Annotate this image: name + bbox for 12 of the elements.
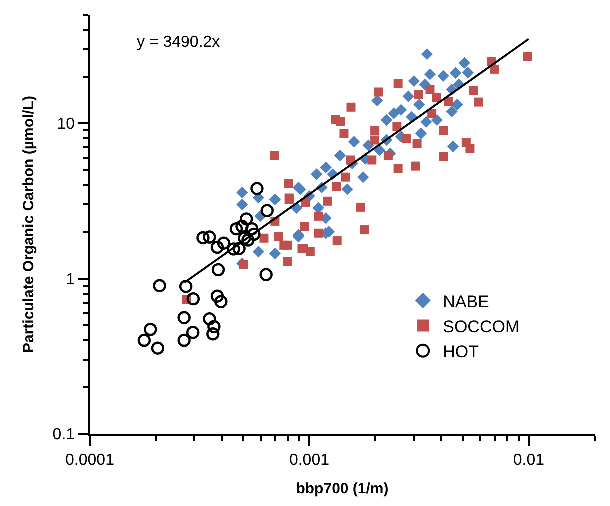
legend-label: SOCCOM: [443, 317, 520, 336]
annotation: y = 3490.2x: [137, 34, 220, 51]
x-axis-title: bbp700 (1/m): [296, 480, 389, 498]
y-axis-title: Particulate Organic Carbon (µmol/L): [20, 96, 38, 354]
y-tick-label: 0.1: [52, 426, 76, 444]
x-tick-label: 0.0001: [66, 452, 115, 469]
x-tick-label: 0.01: [513, 452, 545, 469]
y-tick-label: 1: [66, 271, 76, 288]
y-tick-label: 10: [57, 116, 76, 134]
legend-label: NABE: [443, 292, 490, 312]
x-tick-label: 0.001: [289, 452, 330, 469]
legend-label: HOT: [443, 342, 479, 362]
